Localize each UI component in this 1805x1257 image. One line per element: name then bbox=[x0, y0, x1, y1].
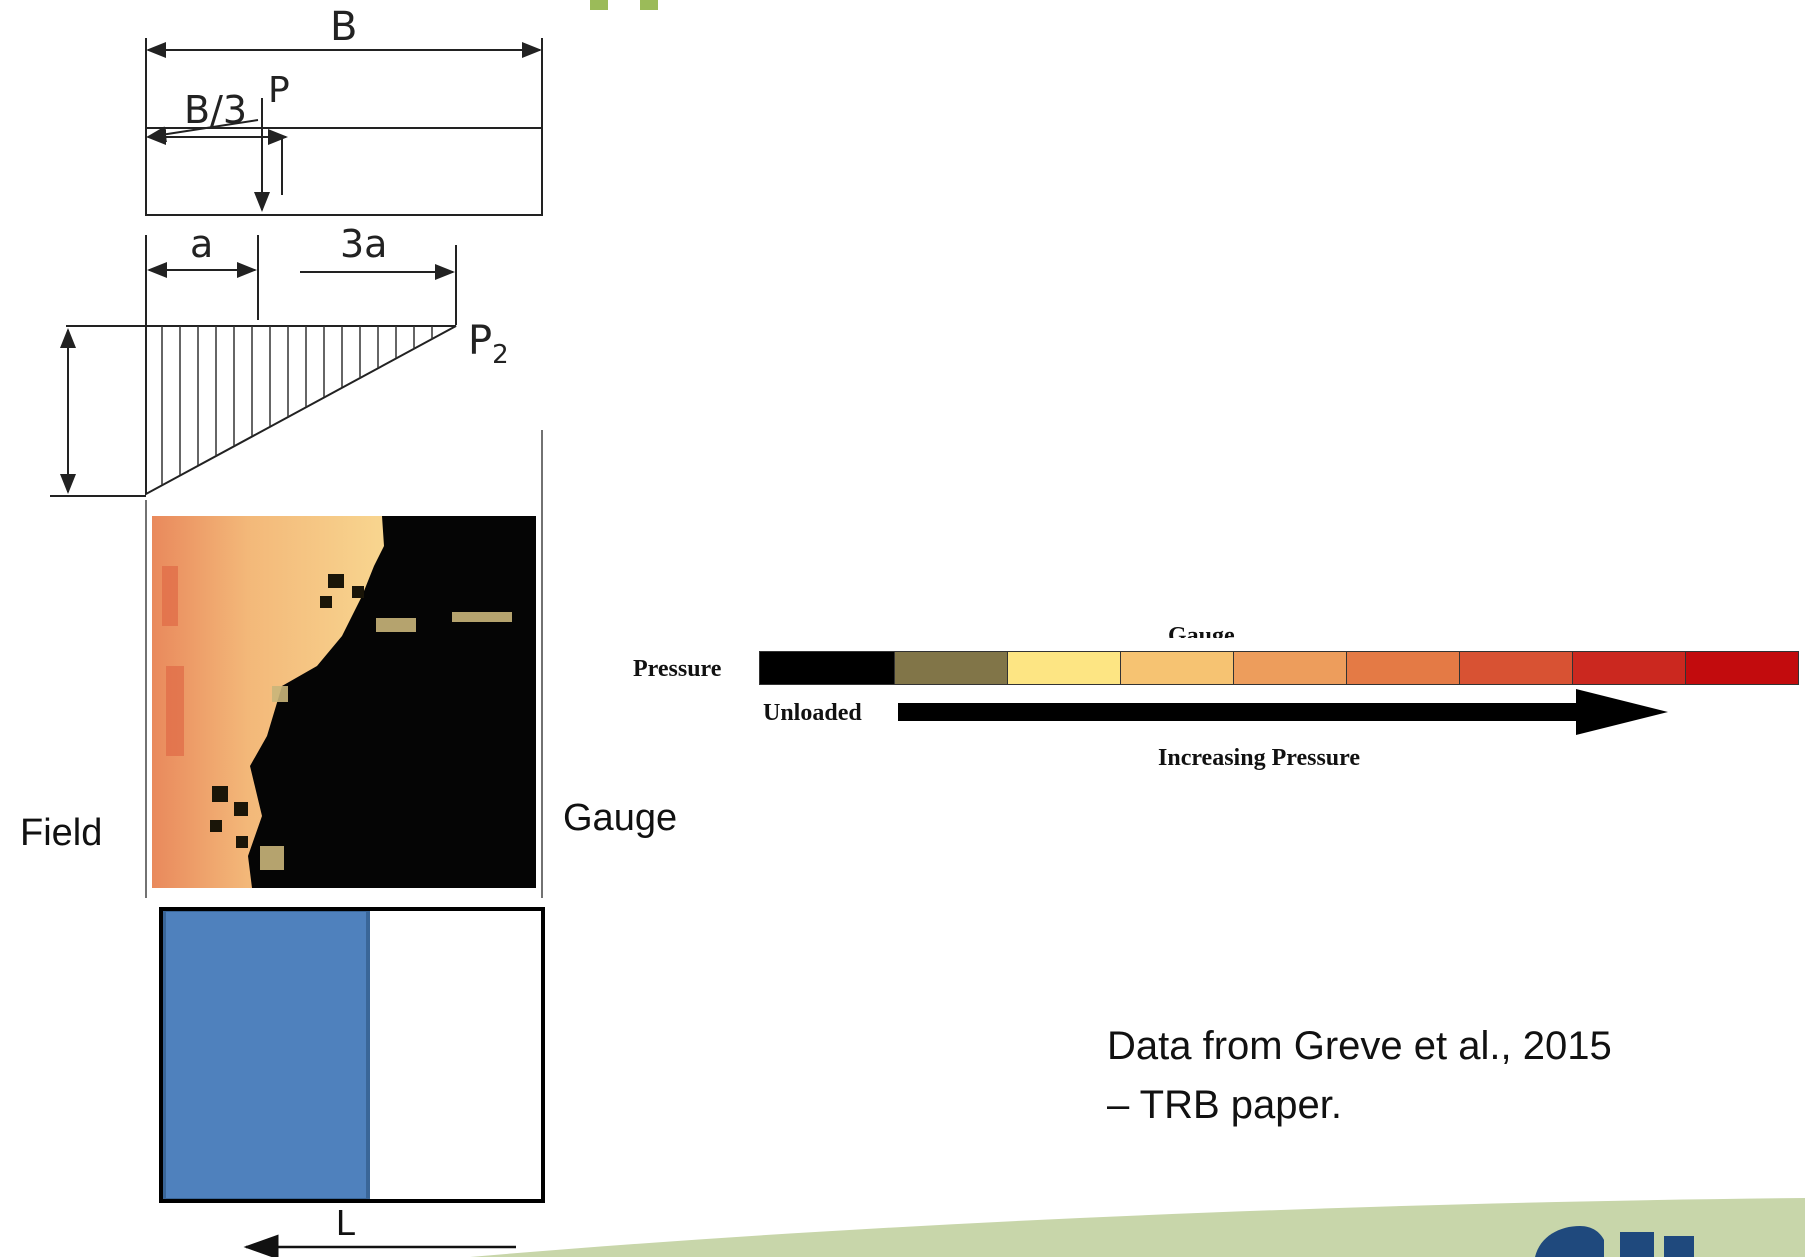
pressure-swatch bbox=[1346, 652, 1460, 684]
increasing-pressure-label: Increasing Pressure bbox=[1158, 745, 1360, 771]
title-accent-fragment bbox=[590, 0, 662, 10]
footing-contact-box bbox=[159, 907, 545, 1257]
pressure-swatch bbox=[1233, 652, 1347, 684]
p1-label: P1 bbox=[0, 378, 6, 422]
pressure-swatch bbox=[894, 652, 1008, 684]
a-label: a bbox=[190, 222, 214, 266]
legend-partial-title: Gauge bbox=[1168, 623, 1235, 638]
pressure-swatch bbox=[1685, 652, 1798, 684]
loaded-area bbox=[162, 908, 370, 1202]
increasing-pressure-arrow bbox=[898, 689, 1668, 735]
p1-letter: P bbox=[0, 378, 6, 405]
footing-pressure-sketch bbox=[50, 38, 543, 898]
p2-subscript: 2 bbox=[492, 340, 509, 370]
b-third-label: B/3 bbox=[184, 88, 248, 132]
unloaded-label: Unloaded bbox=[763, 700, 862, 726]
pressure-color-scale bbox=[759, 651, 1799, 685]
citation-line-1: Data from Greve et al., 2015 bbox=[1107, 1024, 1612, 1068]
p2-label: P2 bbox=[468, 318, 509, 370]
width-b-label: B bbox=[330, 4, 358, 50]
pressure-map bbox=[152, 516, 536, 888]
pressure-swatch bbox=[760, 652, 895, 684]
pressure-swatch bbox=[1120, 652, 1234, 684]
load-p-label: P bbox=[268, 70, 290, 111]
field-label: Field bbox=[20, 812, 103, 854]
footer-band bbox=[470, 1198, 1805, 1257]
length-l-label: L bbox=[336, 1202, 357, 1243]
pressure-label: Pressure bbox=[633, 656, 722, 682]
p2-letter: P bbox=[468, 318, 493, 364]
three-a-label: 3a bbox=[340, 222, 388, 266]
pressure-swatch bbox=[1572, 652, 1686, 684]
pressure-swatch bbox=[1007, 652, 1121, 684]
pressure-swatch bbox=[1459, 652, 1573, 684]
gauge-label: Gauge bbox=[563, 797, 678, 839]
citation-line-2: – TRB paper. bbox=[1107, 1083, 1342, 1127]
